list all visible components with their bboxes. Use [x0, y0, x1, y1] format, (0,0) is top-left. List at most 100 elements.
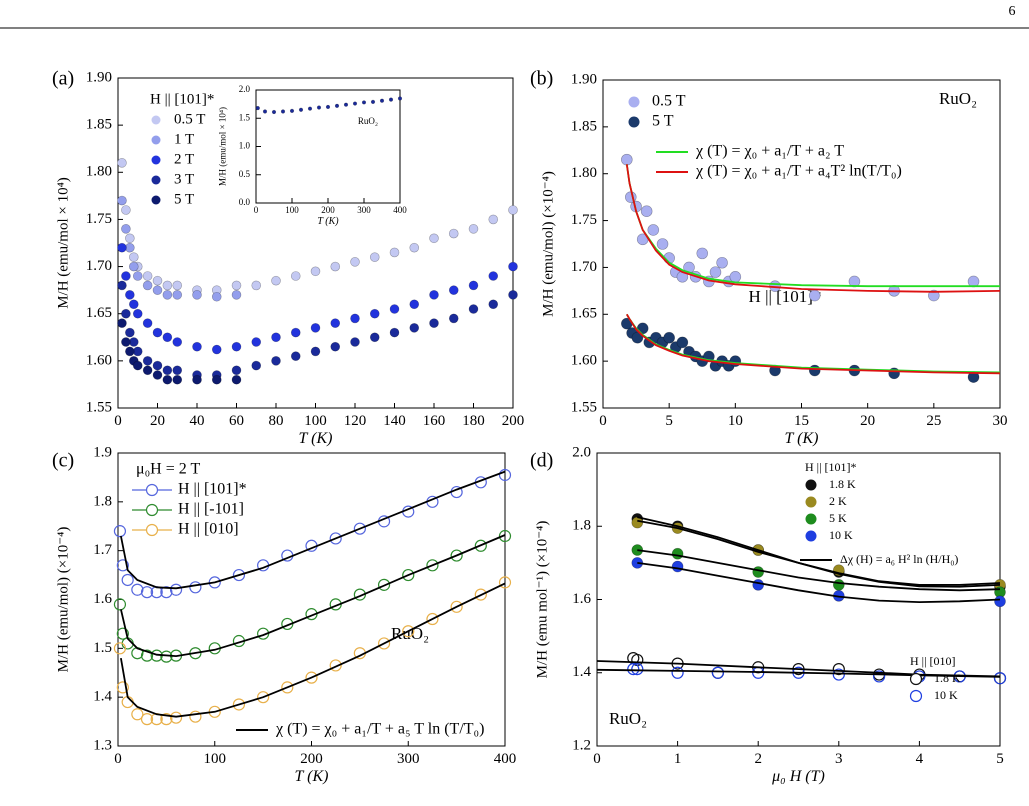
y-axis-label: M/H (emu/mol × 10⁴): [218, 107, 228, 186]
x-tick-label: 0: [114, 751, 122, 767]
x-axis-label: T (K): [317, 216, 339, 227]
legend-label: 5 T: [652, 113, 674, 130]
data-point: [832, 662, 845, 676]
y-tick-label: 1.85: [86, 117, 112, 133]
data-point: [468, 224, 479, 234]
legend-label: 1 T: [174, 131, 194, 147]
legend-swatch: [145, 503, 159, 517]
data-point: [729, 270, 742, 283]
y-tick-label: 1.8: [93, 493, 112, 509]
data-point: [640, 205, 653, 217]
legend-label: χ (T) = χ₀ + a₁/T + a₅ T ln (T/T₀): [275, 721, 484, 738]
data-point: [379, 98, 385, 103]
data-point: [377, 637, 391, 650]
legend-swatch: [151, 135, 161, 145]
legend-label: H || [101]*: [178, 481, 247, 498]
legend-label: χ (T) = χ₀ + a₁/T + a₄T² ln(T/T₀): [695, 163, 902, 180]
data-point: [369, 252, 380, 262]
data-point: [334, 103, 340, 108]
data-point: [397, 96, 403, 101]
data-point: [316, 105, 322, 110]
data-point: [402, 625, 415, 638]
data-point: [310, 266, 321, 277]
legend-swatch: [151, 115, 161, 125]
data-point: [290, 351, 301, 361]
data-point: [271, 109, 277, 115]
legend-label: 2 K: [829, 494, 847, 508]
legend-swatch: [145, 483, 159, 497]
data-point: [169, 583, 183, 596]
data-point: [113, 598, 127, 611]
data-point: [231, 374, 242, 385]
data-point: [305, 671, 318, 684]
data-point: [189, 710, 202, 723]
data-point: [389, 304, 400, 314]
data-point: [298, 107, 304, 112]
data-point: [271, 332, 281, 343]
x-tick-label: 180: [462, 413, 485, 429]
y-tick-label: 1.4: [572, 664, 591, 680]
y-tick-label: 1.90: [86, 69, 112, 85]
panel-label: (a): [52, 68, 74, 90]
legend-label: 5 K: [829, 511, 847, 525]
x-tick-label: 100: [204, 751, 227, 767]
y-axis-label: M/H (emu/mol) (×10⁻⁴): [540, 171, 556, 317]
x-tick-label: 10: [728, 413, 743, 429]
x-tick-label: 300: [397, 751, 420, 767]
data-point: [832, 579, 845, 591]
data-point: [671, 560, 684, 573]
data-point: [113, 642, 127, 655]
data-point: [343, 102, 349, 107]
data-point: [232, 568, 246, 582]
x-axis-label: T (K): [785, 430, 819, 447]
data-point: [832, 668, 845, 681]
x-axis-label: T (K): [299, 430, 333, 447]
data-point: [129, 299, 139, 310]
data-point: [289, 108, 295, 114]
data-point: [426, 559, 439, 572]
data-point: [142, 280, 153, 291]
legend-label: 5 T: [174, 191, 194, 207]
data-point: [271, 356, 281, 366]
data-point: [409, 323, 420, 333]
data-point: [330, 318, 341, 328]
x-tick-label: 2: [754, 751, 762, 767]
data-point: [192, 290, 202, 300]
x-tick-label: 80: [269, 413, 284, 429]
data-point: [330, 341, 341, 352]
y-tick-label: 1.7: [93, 542, 112, 558]
plot-frame: [255, 89, 401, 204]
data-point: [140, 586, 154, 599]
fit-line: [120, 470, 506, 590]
data-point: [231, 290, 242, 300]
y-tick-label: 1.8: [572, 518, 591, 534]
data-point: [142, 365, 153, 376]
data-point: [426, 612, 439, 626]
panel-label: (b): [530, 68, 553, 90]
y-tick-label: 1.5: [239, 112, 251, 122]
x-tick-label: 200: [321, 205, 335, 215]
data-point: [656, 238, 669, 250]
x-tick-label: 200: [502, 413, 525, 429]
data-point: [468, 280, 479, 291]
y-tick-label: 1.2: [572, 737, 591, 753]
data-point: [117, 242, 127, 253]
data-point: [928, 289, 940, 302]
legend-label: H || [010]: [178, 521, 239, 538]
data-point: [169, 711, 183, 724]
y-tick-label: 1.70: [571, 259, 597, 275]
y-tick-label: 1.3: [93, 737, 112, 753]
x-tick-label: 3: [835, 751, 843, 767]
data-point: [117, 280, 127, 291]
y-tick-label: 0.5: [239, 169, 251, 179]
data-point: [696, 247, 709, 260]
data-point: [129, 252, 139, 262]
data-point: [310, 346, 321, 357]
legend-title: H || [010]: [910, 654, 955, 668]
fit-line: [637, 549, 1001, 592]
data-point: [231, 365, 242, 376]
legend-swatch: [151, 155, 161, 165]
data-point: [676, 336, 689, 349]
data-point: [113, 525, 127, 538]
data-point: [627, 662, 640, 676]
